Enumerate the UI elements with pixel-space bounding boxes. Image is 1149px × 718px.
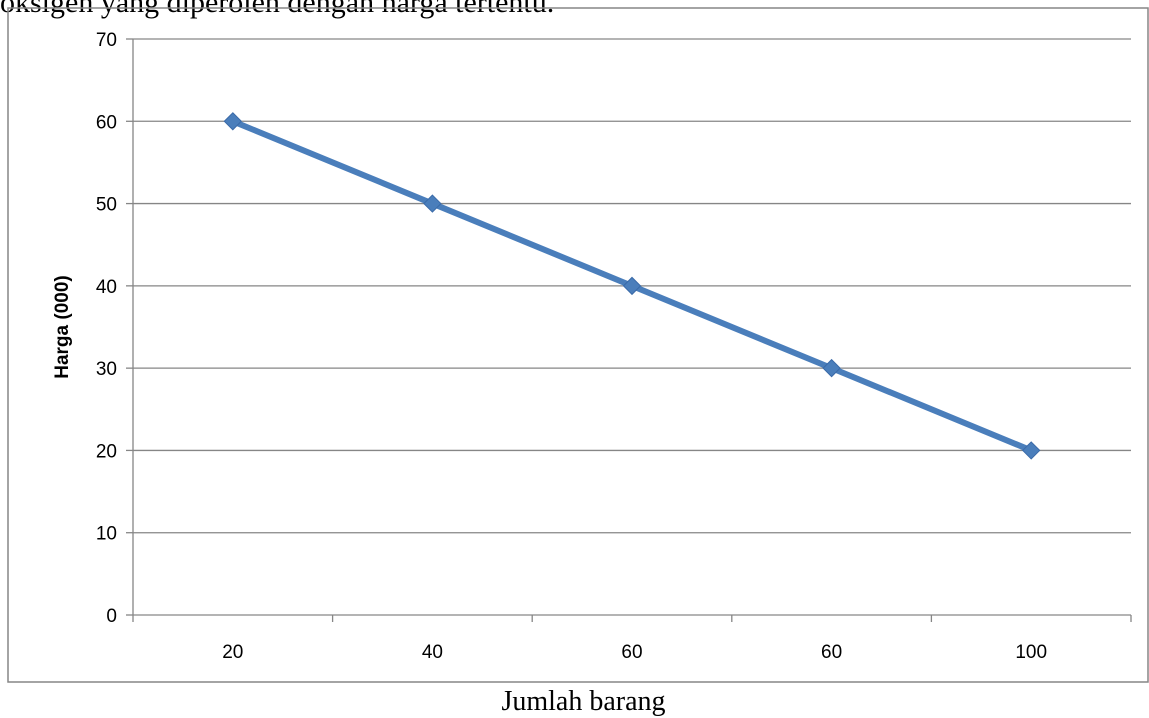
y-tick-label: 30 (96, 359, 117, 380)
x-tick-label: 60 (621, 642, 642, 663)
data-point-marker (423, 194, 442, 213)
x-axis-caption: Jumlah barang (501, 686, 666, 717)
x-tick-labels: 20 40 60 60 100 (222, 642, 1047, 663)
document-text-top: oksigen yang diperoleh dengan harga tert… (0, 0, 555, 19)
x-tick-label: 100 (1015, 642, 1047, 663)
gridlines (126, 38, 1132, 622)
chart-frame (7, 7, 1149, 683)
y-tick-labels: 0 10 20 30 40 50 60 70 (96, 30, 117, 627)
data-point-marker (622, 276, 642, 296)
y-tick-label: 10 (96, 524, 117, 545)
y-tick-label: 60 (96, 112, 117, 133)
y-axis-label: Harga (000) (52, 275, 73, 379)
data-point-marker (822, 358, 841, 378)
data-point-marker (223, 112, 243, 131)
series-group (223, 112, 1041, 460)
y-tick-label: 70 (96, 30, 117, 51)
y-tick-label: 50 (96, 195, 117, 216)
x-tick-label: 60 (821, 642, 842, 663)
x-tick-label: 20 (222, 642, 243, 663)
y-tick-label: 0 (106, 606, 117, 627)
data-point-marker (1021, 441, 1041, 460)
x-tick-label: 40 (422, 642, 443, 663)
y-tick-label: 20 (96, 441, 117, 462)
y-tick-label: 40 (96, 277, 117, 298)
